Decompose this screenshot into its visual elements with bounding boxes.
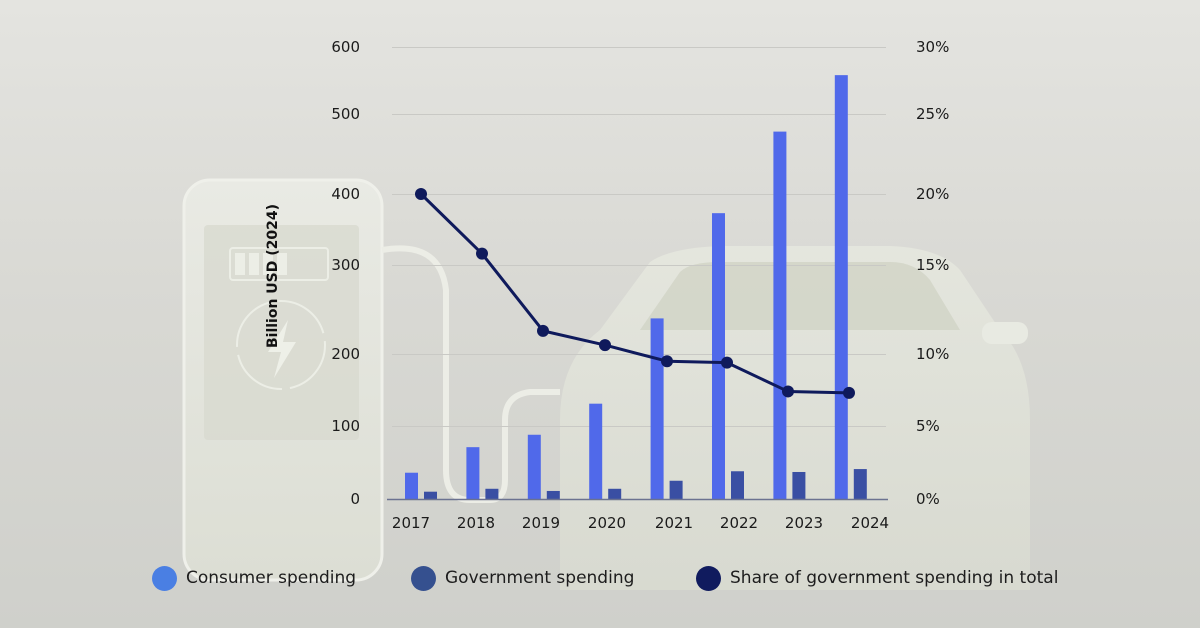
y2-tick-label: 30%: [916, 38, 949, 56]
legend-label-consumer: Consumer spending: [186, 568, 357, 588]
y-tick-label: 500: [331, 105, 360, 123]
share-point-2023: [782, 385, 794, 398]
y-axis-right: 0% 5% 10% 15% 20% 25% 30%: [916, 38, 949, 508]
x-axis: 2017 2018 2019 2020 2021 2022 2023 2024: [392, 514, 889, 532]
y2-tick-label: 0%: [916, 490, 940, 508]
x-tick-label: 2023: [785, 514, 823, 532]
bar-government-2018: [485, 488, 499, 499]
legend-swatch-consumer: [152, 565, 177, 591]
bar-government-2021: [669, 480, 683, 499]
y2-tick-label: 5%: [916, 417, 940, 435]
y-tick-label: 100: [331, 417, 360, 435]
y-tick-label: 0: [350, 490, 360, 508]
legend-item-consumer: Consumer spending: [152, 563, 356, 593]
x-tick-label: 2017: [392, 514, 430, 532]
x-tick-label: 2021: [655, 514, 693, 532]
bar-consumer-2017: [405, 472, 418, 499]
legend-swatch-share: [696, 565, 721, 591]
bar-government-2019: [546, 490, 560, 499]
bar-government-2023: [792, 471, 806, 499]
y2-tick-label: 25%: [916, 105, 949, 123]
share-line-series: [415, 188, 855, 399]
legend-item-share: Share of government spending in total: [696, 563, 1058, 593]
x-tick-label: 2019: [522, 514, 560, 532]
x-tick-label: 2022: [720, 514, 758, 532]
legend-label-government: Government spending: [445, 568, 635, 588]
share-point-2024: [843, 386, 855, 399]
y2-tick-label: 10%: [916, 345, 949, 363]
bar-consumer-2024: [834, 75, 848, 499]
bar-government-2024: [853, 469, 867, 499]
x-tick-label: 2018: [457, 514, 495, 532]
legend-item-government: Government spending: [411, 563, 634, 593]
legend: Consumer spending Government spending Sh…: [0, 563, 1200, 593]
share-point-2020: [599, 339, 611, 352]
bar-government-2017: [424, 491, 437, 499]
bars: [405, 75, 867, 500]
share-line: [419, 192, 850, 395]
charging-station-illustration: [182, 178, 560, 582]
y-axis-title: Billion USD (2024): [265, 204, 281, 348]
share-point-2022: [721, 356, 733, 369]
bar-government-2020: [608, 488, 622, 499]
share-point-2017: [415, 188, 427, 200]
y-tick-label: 600: [331, 38, 360, 56]
legend-label-share: Share of government spending in total: [730, 568, 1059, 588]
bar-consumer-2021: [650, 318, 664, 499]
y-tick-label: 200: [331, 345, 360, 363]
share-point-2018: [476, 247, 488, 260]
x-tick-label: 2024: [851, 514, 889, 532]
bar-consumer-2022: [712, 213, 725, 500]
bar-consumer-2018: [466, 447, 480, 499]
y2-tick-label: 15%: [916, 256, 949, 274]
y-tick-label: 300: [331, 256, 360, 274]
share-point-2019: [537, 324, 549, 337]
bar-consumer-2020: [589, 403, 603, 499]
y2-tick-label: 20%: [916, 185, 949, 203]
y-axis-left: 0 100 200 300 400 500 600: [331, 38, 360, 508]
y-tick-label: 400: [331, 185, 360, 203]
bar-government-2022: [731, 471, 744, 499]
share-point-2021: [661, 355, 673, 368]
bar-consumer-2019: [527, 434, 541, 499]
x-tick-label: 2020: [588, 514, 626, 532]
bar-consumer-2023: [773, 131, 787, 499]
legend-swatch-government: [411, 565, 436, 591]
